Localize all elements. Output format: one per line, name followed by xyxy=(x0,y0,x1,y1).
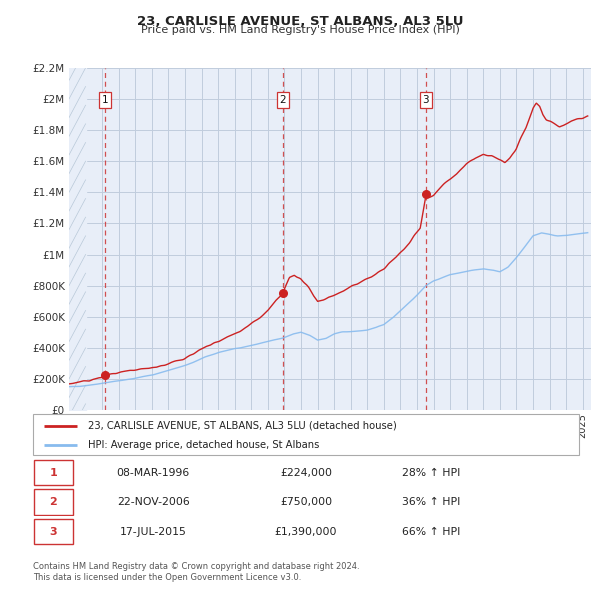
FancyBboxPatch shape xyxy=(34,460,73,486)
FancyBboxPatch shape xyxy=(34,519,73,545)
Text: 3: 3 xyxy=(422,96,429,106)
Text: Price paid vs. HM Land Registry's House Price Index (HPI): Price paid vs. HM Land Registry's House … xyxy=(140,25,460,35)
Text: 1: 1 xyxy=(102,96,109,106)
Text: HPI: Average price, detached house, St Albans: HPI: Average price, detached house, St A… xyxy=(88,440,319,450)
Text: 23, CARLISLE AVENUE, ST ALBANS, AL3 5LU (detached house): 23, CARLISLE AVENUE, ST ALBANS, AL3 5LU … xyxy=(88,421,397,431)
Text: 08-MAR-1996: 08-MAR-1996 xyxy=(116,468,190,477)
Text: 36% ↑ HPI: 36% ↑ HPI xyxy=(403,497,461,507)
FancyBboxPatch shape xyxy=(34,489,73,515)
FancyBboxPatch shape xyxy=(33,414,579,455)
Text: 2: 2 xyxy=(49,497,57,507)
Text: 28% ↑ HPI: 28% ↑ HPI xyxy=(403,468,461,477)
Text: £224,000: £224,000 xyxy=(280,468,332,477)
Text: 23, CARLISLE AVENUE, ST ALBANS, AL3 5LU: 23, CARLISLE AVENUE, ST ALBANS, AL3 5LU xyxy=(137,15,463,28)
Text: £1,390,000: £1,390,000 xyxy=(275,527,337,536)
Text: 17-JUL-2015: 17-JUL-2015 xyxy=(119,527,187,536)
Text: 66% ↑ HPI: 66% ↑ HPI xyxy=(403,527,461,536)
Text: 2: 2 xyxy=(280,96,286,106)
Text: 22-NOV-2006: 22-NOV-2006 xyxy=(117,497,190,507)
Text: 3: 3 xyxy=(49,527,57,536)
Text: £750,000: £750,000 xyxy=(280,497,332,507)
Text: Contains HM Land Registry data © Crown copyright and database right 2024.
This d: Contains HM Land Registry data © Crown c… xyxy=(33,562,359,582)
Text: 1: 1 xyxy=(49,468,57,477)
